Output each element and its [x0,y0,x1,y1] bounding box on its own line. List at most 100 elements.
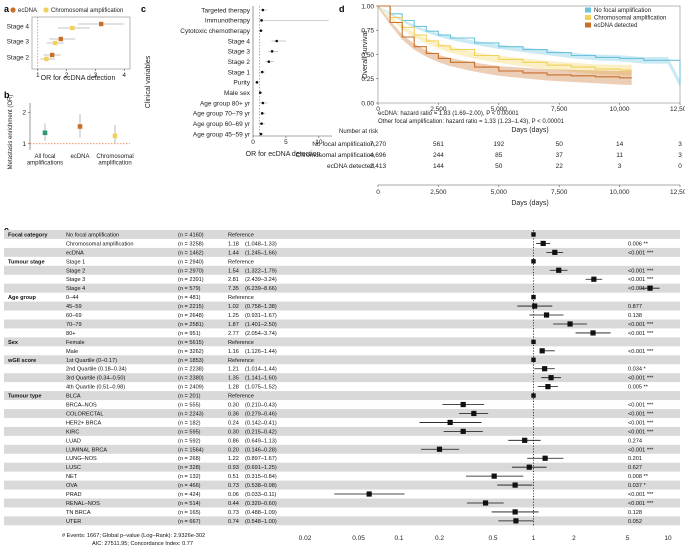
panel-e-row-band [4,498,680,508]
panel-e-hr-label: 0.36 [228,411,239,417]
panel-c-category-label: Stage 1 [228,69,251,76]
panel-e-group-label: Age group [8,295,37,301]
panel-c-point [260,122,263,125]
panel-e-forest-table: # Events: 1667; Global p–value (Log–Rank… [4,230,680,547]
panel-e-n-label: (n = 328) [178,465,201,471]
panel-e-point [542,366,548,372]
panel-e-hr-label: 1.21 [228,367,239,373]
panel-e-row-band [4,480,680,490]
panel-e-row-band [4,516,680,526]
panel-a-x-tick-label: 2 [65,72,69,79]
panel-e-row-band [4,230,680,239]
panel-e-point [531,232,536,237]
panel-d-risk-title: Number at risk [339,129,379,135]
panel-e-n-label: (n = 592) [178,438,201,444]
panel-b-point [42,130,48,136]
panel-d-risk-tick-label: 12,500 [670,189,685,196]
panel-e-x-tick-label: 0.05 [352,535,365,542]
panel-e-x-tick-label: 0.5 [488,535,497,542]
panel-d-y-tick-label: 0.75 [361,28,374,35]
legend-ecdna-marker [10,7,16,13]
panel-b-category-label: Chromosomal [96,154,133,160]
panel-e-group-label: Tumour stage [8,259,45,265]
panel-e-point [460,428,466,434]
panel-d-risk-row-label: Chromosomal amplification [296,152,375,159]
panel-e-p-label: <0.001 *** [628,331,654,337]
panel-d-risk-tick-label: 2,500 [430,189,447,196]
panel-c-category-label: Cytotoxic chemotherapy [180,28,250,35]
panel-e-ci-label: (0.142–0.41) [245,420,277,426]
panel-c-x-tick-label: 10 [315,139,323,146]
panel-a-x-tick-label: 3 [94,72,98,79]
panel-d-survival-line [378,5,632,79]
panel-e-n-label: (n = 2238) [178,367,204,373]
panel-e-level-label: UTER [66,519,81,525]
panel-e-n-label: (n = 3258) [178,241,204,247]
panel-e-row-band [4,409,680,418]
panel-d-risk-value: 4,696 [370,152,387,159]
panel-c-category-label: Age group 45–59 yr [193,131,251,138]
panel-d-risk-value: 561 [433,141,444,148]
legend-chromosomal-label: Chromosomal amplification [51,8,123,14]
panel-c-point [261,101,265,105]
panel-e-x-tick-label: 2 [572,535,576,542]
panel-e-hr-label: 1.02 [228,304,239,310]
panel-e-ci-label: (0.691–1.25) [245,465,277,471]
panel-e-level-label: LUAD [66,438,81,444]
panel-e-ci-label: (1.401–2.50) [245,322,277,328]
panel-e-n-label: (n = 2215) [178,304,204,310]
panel-d-xlabel: Days (days) [511,127,548,134]
panel-e-group-label: Focal category [8,232,48,238]
panel-e-point [460,401,466,408]
panel-e-p-label: 0.877 [628,304,642,310]
panel-e-point [591,276,597,282]
panel-e-point [531,357,536,362]
panel-c-category-label: Age group 80+ yr [200,100,251,107]
panel-e-point [531,259,536,264]
panel-label-c: c [141,4,146,14]
panel-label-a: a [4,4,10,14]
panel-e-level-label: LUNG–NOS [66,456,97,462]
panel-e-ci-label: (1.048–1.33) [245,241,277,247]
panel-e-p-label: 0.037 * [628,483,647,489]
panel-e-level-label: RENAL–NOS [66,501,100,507]
panel-e-ci-label: (0.320–0.60) [245,501,277,507]
panel-e-x-tick-label: 1 [532,535,536,542]
panel-e-p-label: 0.034 * [628,367,647,373]
panel-d-risk-tick-label: 0 [376,189,380,196]
panel-e-level-label: Female [66,340,85,346]
panel-d-risk-value: 50 [556,141,564,148]
panel-e-p-label: 0.201 [628,456,642,462]
panel-e-point [531,393,536,398]
panel-d-chart: Overall survival Days (days) ecDNA: haza… [296,3,685,207]
panel-d-survival-line [378,5,632,71]
panel-e-p-label: <0.001 *** [628,403,654,409]
panel-e-p-label: 0.138 [628,313,642,319]
panel-e-level-label: 1st Quartile (0–0.17) [66,358,117,364]
panel-e-hr-label: 0.74 [228,519,239,525]
panel-e-n-label: (n = 667) [178,519,201,525]
panel-e-hr-label: 0.24 [228,420,239,426]
panel-d-x-tick-label: 7,500 [551,106,568,113]
panel-e-hr-label: 0.73 [228,483,239,489]
panel-d-y-tick-label: 1.00 [361,3,374,10]
panel-e-row-band [4,444,680,454]
panel-label-b: b [4,90,10,100]
panel-d-ylabel: Overall survival [362,31,369,79]
panel-e-p-label: <0.001 *** [628,420,654,426]
panel-e-group-label: wGII score [7,358,36,364]
panel-c-ylabel: Clinical variables [145,55,152,108]
panel-d-legend-swatch [585,15,591,20]
panel-e-row-band [4,247,680,257]
panel-c-point [259,132,263,136]
panel-e-level-label: BRCA–NOS [66,403,97,409]
panel-e-level-label: NET [66,474,78,480]
panel-e-n-label: (n = 2970) [178,268,204,274]
panel-e-point [513,518,519,524]
panel-label-d: d [339,4,345,14]
panel-e-p-label: <0.001 *** [628,411,654,417]
panel-e-p-label: <0.001 *** [628,322,654,328]
panel-e-footer-line-2: AIC: 27511.95; Concordance Index: 0.77 [92,541,193,547]
panel-e-hr-label: 1.87 [228,322,239,328]
